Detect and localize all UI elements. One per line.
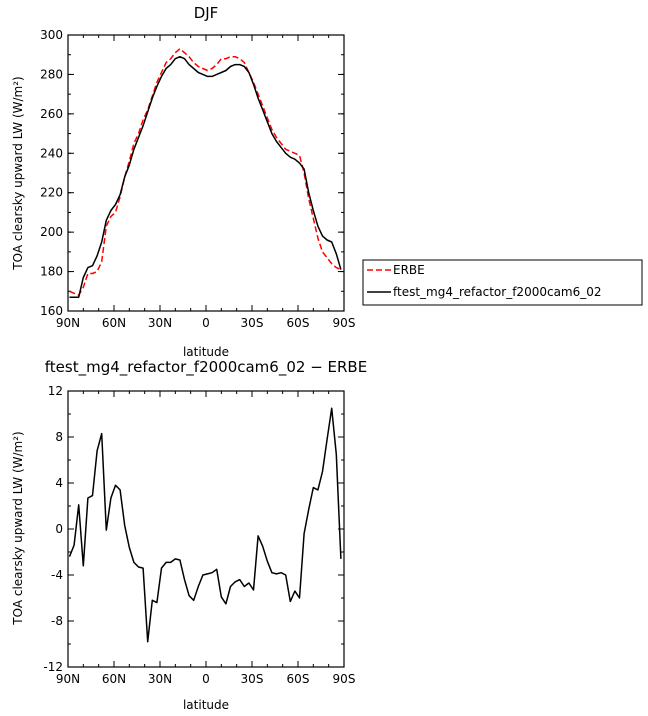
x-tick-label: 60S: [287, 672, 310, 686]
bottom-chart-lines: [68, 407, 342, 643]
bottom-chart-ticks: 90N 60N 30N 0 30S 60S 90S -12 -8 -4 0 4 8 12: [43, 384, 355, 686]
y-tick-label: 180: [40, 265, 63, 279]
top-chart-lines: [69, 48, 342, 298]
x-tick-label: 30S: [241, 672, 264, 686]
legend-box: [362, 259, 643, 306]
y-tick-label: 200: [40, 225, 63, 239]
x-tick-label: 0: [202, 316, 210, 330]
y-tick-label: 0: [55, 522, 63, 536]
y-tick-label: 300: [40, 28, 63, 42]
top-panel: DJF latitude TOA clearsky upward LW (W/m…: [11, 4, 355, 359]
y-tick-label: 160: [40, 304, 63, 318]
y-tick-label: 12: [48, 384, 63, 398]
top-chart-ticks: 90N 60N 30N 0 30S 60S 90S 160 180 200 220 240 260 280…: [40, 28, 355, 330]
y-tick-label: -8: [51, 614, 63, 628]
series-line-difference: [68, 407, 342, 643]
bottom-chart-frame: [67, 390, 345, 668]
series-line-erbe: [69, 48, 342, 296]
y-tick-label: -4: [51, 568, 63, 582]
x-tick-label: 30S: [241, 316, 264, 330]
y-tick-label: 240: [40, 146, 63, 160]
y-tick-label: -12: [43, 660, 63, 674]
bottom-chart-ylabel: TOA clearsky upward LW (W/m²): [11, 431, 25, 625]
top-chart-frame: [67, 34, 345, 312]
x-tick-label: 0: [202, 672, 210, 686]
top-chart-xlabel: latitude: [183, 345, 229, 359]
x-tick-label: 30N: [148, 672, 172, 686]
top-chart-title: DJF: [194, 4, 219, 22]
legend-label-model: ftest_mg4_refactor_f2000cam6_02: [393, 285, 602, 299]
bottom-chart-xlabel: latitude: [183, 698, 229, 712]
legend: ERBE ftest_mg4_refactor_f2000cam6_02: [362, 259, 643, 306]
y-tick-label: 260: [40, 107, 63, 121]
x-tick-label: 30N: [148, 316, 172, 330]
top-chart-ylabel: TOA clearsky upward LW (W/m²): [11, 76, 25, 270]
x-tick-label: 90S: [333, 316, 356, 330]
bottom-chart-title: ftest_mg4_refactor_f2000cam6_02 − ERBE: [45, 358, 367, 377]
y-tick-label: 4: [55, 476, 63, 490]
y-tick-label: 280: [40, 67, 63, 81]
y-tick-label: 220: [40, 186, 63, 200]
x-tick-label: 90N: [56, 672, 80, 686]
legend-label-erbe: ERBE: [393, 263, 425, 277]
x-tick-label: 60S: [287, 316, 310, 330]
bottom-panel: ftest_mg4_refactor_f2000cam6_02 − ERBE l…: [11, 358, 367, 712]
x-tick-label: 90N: [56, 316, 80, 330]
x-tick-label: 60N: [102, 316, 126, 330]
y-tick-label: 8: [55, 430, 63, 444]
x-tick-label: 60N: [102, 672, 126, 686]
x-tick-label: 90S: [333, 672, 356, 686]
series-line-ftest-mg4-refactor-f2000cam6-02: [69, 55, 342, 298]
